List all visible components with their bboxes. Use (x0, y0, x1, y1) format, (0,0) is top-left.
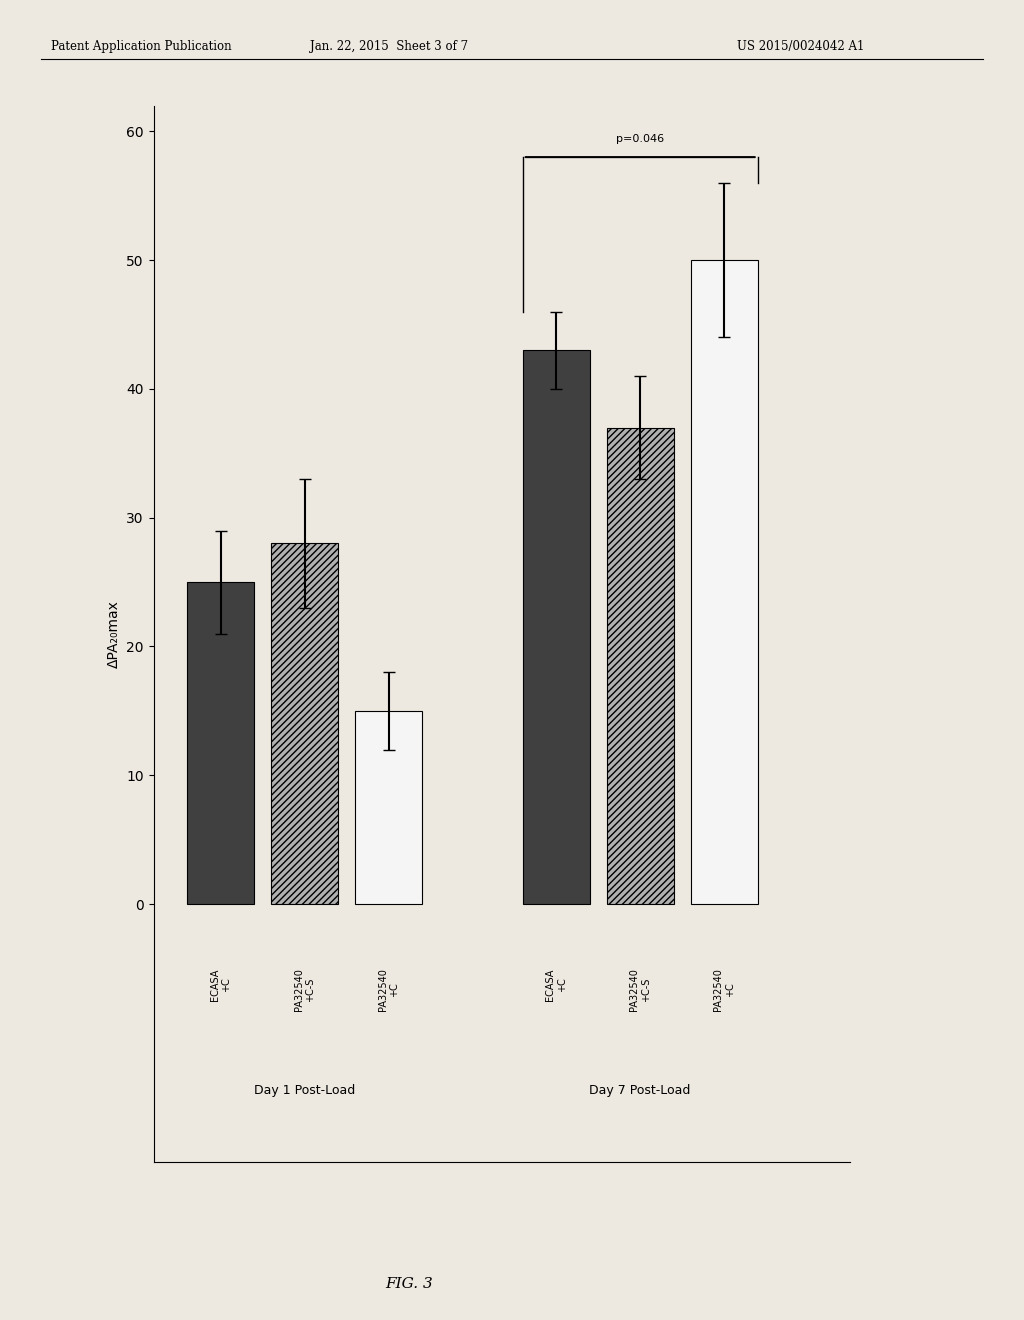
Text: FIG. 3: FIG. 3 (386, 1276, 433, 1291)
Text: ECASA
+C: ECASA +C (210, 969, 231, 1001)
Text: PA32540
+C-S: PA32540 +C-S (294, 969, 315, 1011)
Text: Jan. 22, 2015  Sheet 3 of 7: Jan. 22, 2015 Sheet 3 of 7 (310, 40, 468, 53)
Bar (522, 350, 590, 904)
Text: PA32540
+C: PA32540 +C (714, 969, 735, 1011)
Text: PA32540
+C-S: PA32540 +C-S (630, 969, 651, 1011)
Bar (690, 260, 758, 904)
Text: Day 7 Post-Load: Day 7 Post-Load (590, 1084, 691, 1097)
Text: PA32540
+C: PA32540 +C (378, 969, 399, 1011)
Y-axis label: ΔPA₂₀max: ΔPA₂₀max (106, 599, 121, 668)
Text: ECASA
+C: ECASA +C (546, 969, 567, 1001)
Text: Patent Application Publication: Patent Application Publication (51, 40, 231, 53)
Text: p=0.046: p=0.046 (616, 135, 665, 144)
Bar (271, 544, 338, 904)
Bar (606, 428, 674, 904)
Text: US 2015/0024042 A1: US 2015/0024042 A1 (737, 40, 864, 53)
Text: Day 1 Post-Load: Day 1 Post-Load (254, 1084, 355, 1097)
Bar (187, 582, 254, 904)
Bar (355, 711, 422, 904)
